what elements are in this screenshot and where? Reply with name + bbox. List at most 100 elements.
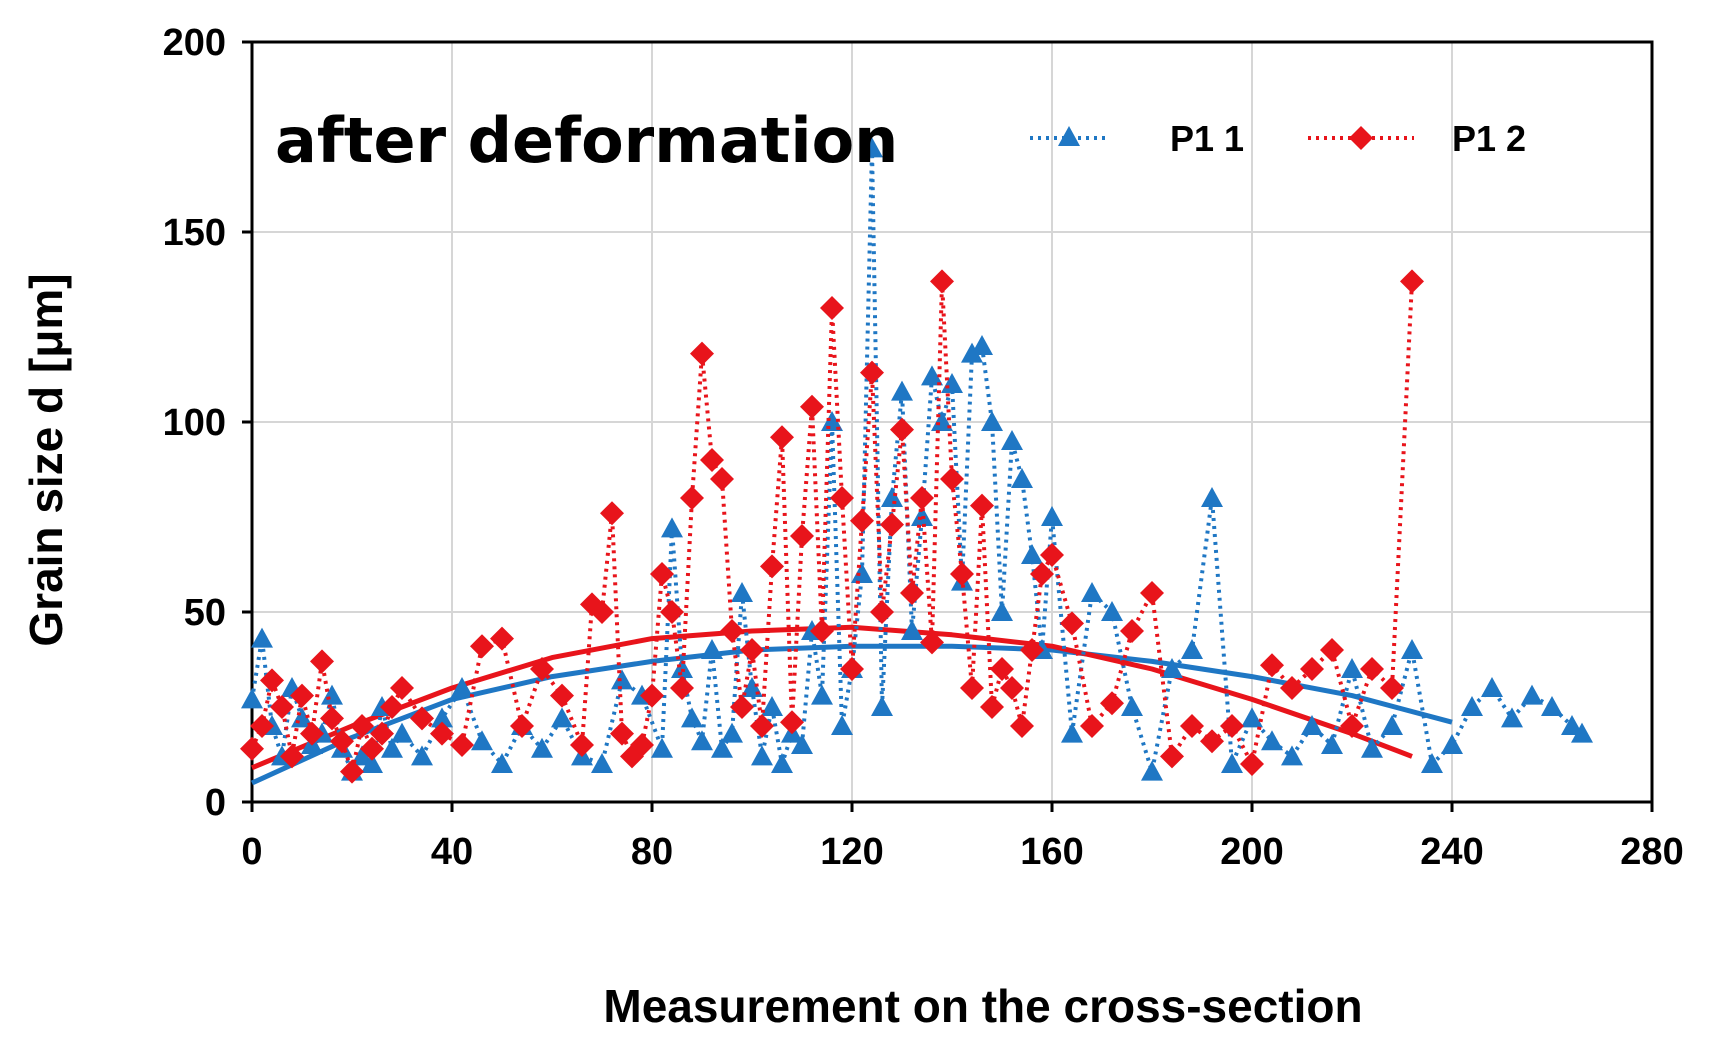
- data-point: [1081, 582, 1103, 602]
- x-tick-label: 80: [631, 831, 673, 873]
- data-point: [411, 745, 433, 766]
- data-point: [381, 737, 403, 758]
- legend-label-p12: P1 2: [1452, 118, 1526, 159]
- data-point: [760, 554, 784, 579]
- data-point: [1060, 611, 1084, 636]
- data-point: [1260, 653, 1284, 678]
- data-point: [321, 684, 343, 705]
- data-point: [791, 734, 813, 754]
- data-point: [1021, 544, 1043, 564]
- data-point: [1381, 715, 1403, 735]
- series-p1-2: [240, 269, 1424, 784]
- y-tick-label: 0: [205, 782, 226, 824]
- data-point: [1240, 752, 1264, 776]
- y-tick-label: 150: [163, 212, 226, 254]
- trendline-2: [251, 624, 1413, 771]
- legend: P1 1 P1 2: [1030, 118, 1526, 159]
- data-point: [1280, 676, 1304, 700]
- data-point: [800, 394, 824, 419]
- x-tick-label: 40: [431, 831, 473, 873]
- data-point: [531, 737, 553, 758]
- data-point: [680, 486, 704, 510]
- data-point: [980, 695, 1004, 719]
- data-point: [890, 417, 914, 442]
- data-point: [1011, 468, 1033, 488]
- data-point: [1281, 745, 1303, 766]
- data-point: [330, 729, 354, 754]
- x-axis-title: Measurement on the cross-section: [603, 980, 1362, 1032]
- data-point: [590, 600, 614, 624]
- data-point: [241, 688, 263, 709]
- data-point: [880, 512, 904, 537]
- data-point: [1341, 658, 1363, 678]
- data-point: [661, 517, 683, 538]
- data-point: [530, 657, 554, 681]
- data-point: [1321, 734, 1343, 754]
- data-point: [470, 634, 494, 659]
- x-tick-label: 240: [1420, 831, 1483, 873]
- data-point: [251, 627, 273, 648]
- data-point: [340, 759, 364, 784]
- data-point: [681, 707, 703, 728]
- data-point: [1010, 714, 1034, 738]
- data-point: [1120, 619, 1144, 643]
- data-point: [961, 342, 983, 363]
- data-point: [1521, 684, 1543, 705]
- data-point: [551, 707, 573, 728]
- data-point: [370, 721, 394, 746]
- data-point: [1360, 657, 1384, 681]
- data-point: [1040, 543, 1064, 567]
- data-point: [510, 714, 534, 738]
- data-point: [380, 695, 404, 719]
- data-point: [1441, 734, 1463, 754]
- data-point: [1561, 715, 1583, 735]
- data-point: [1101, 601, 1123, 621]
- data-point: [1481, 677, 1503, 697]
- data-point: [1161, 658, 1183, 678]
- y-tick-label: 200: [163, 22, 226, 64]
- data-point: [1340, 714, 1364, 738]
- data-point: [700, 448, 724, 472]
- data-point: [1571, 722, 1593, 743]
- data-point: [1301, 715, 1323, 735]
- data-point: [861, 137, 883, 158]
- data-point: [720, 619, 744, 643]
- data-point: [591, 753, 613, 773]
- data-point: [830, 486, 854, 510]
- data-point: [300, 721, 324, 746]
- data-point: [950, 562, 974, 586]
- data-point: [921, 365, 943, 386]
- data-point: [710, 467, 734, 491]
- data-point: [1180, 714, 1204, 738]
- data-point: [910, 486, 934, 510]
- data-point: [721, 722, 743, 743]
- data-point: [960, 676, 984, 700]
- data-point: [740, 638, 764, 662]
- x-tick-label: 200: [1220, 831, 1283, 873]
- data-point: [1241, 707, 1263, 728]
- data-point: [1501, 707, 1523, 728]
- data-point: [360, 736, 384, 761]
- data-point: [770, 425, 794, 450]
- data-point: [771, 753, 793, 773]
- data-point: [930, 269, 954, 294]
- data-point: [650, 562, 674, 586]
- data-point: [670, 676, 694, 700]
- data-point: [320, 706, 344, 731]
- data-series: [240, 137, 1593, 784]
- data-point: [1140, 581, 1164, 605]
- data-point: [730, 695, 754, 719]
- data-point: [900, 581, 924, 605]
- data-point: [981, 411, 1003, 431]
- data-point: [750, 714, 774, 738]
- data-point: [761, 696, 783, 716]
- data-point: [290, 683, 314, 708]
- data-point: [851, 563, 873, 583]
- data-point: [691, 730, 713, 751]
- data-point: [1400, 269, 1424, 294]
- legend-marker-p12: [1349, 126, 1373, 150]
- data-point: [1461, 696, 1483, 716]
- data-point: [850, 508, 874, 533]
- x-tick-label: 160: [1020, 831, 1083, 873]
